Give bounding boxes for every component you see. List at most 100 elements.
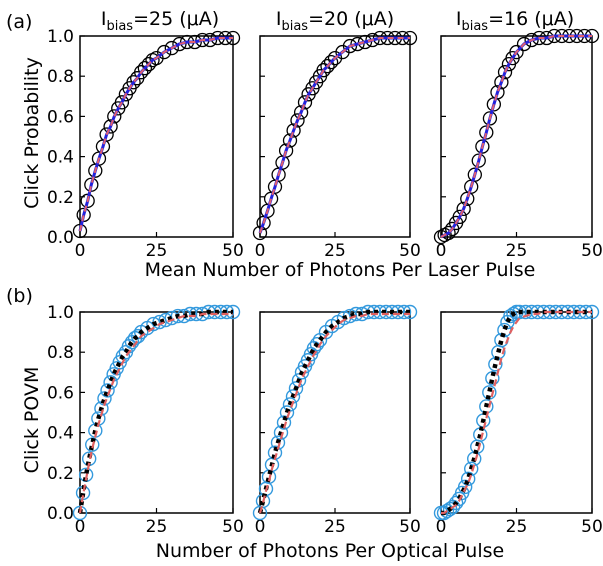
column-title-3: Ibias=16 (μA)	[456, 8, 574, 34]
x-tick-label: 0	[255, 517, 266, 537]
y-tick-label: 0.6	[47, 383, 74, 403]
data-point	[433, 229, 449, 245]
y-tick-label: 0.8	[47, 67, 74, 87]
data-point	[278, 143, 294, 158]
y-tick-label: 1.0	[47, 303, 74, 323]
data-point	[372, 304, 388, 320]
series-line	[441, 310, 592, 515]
y-tick-label: 0.2	[47, 188, 74, 208]
x-tick-label: 25	[324, 517, 346, 537]
y-tick-label: 0.8	[47, 343, 74, 363]
x-tick-label: 50	[399, 241, 421, 261]
subplot-a2: 0 25 50	[252, 30, 421, 261]
y-tick-label: 0.4	[47, 148, 74, 168]
panel-label-b: (b)	[6, 285, 33, 307]
axes-frame	[79, 35, 234, 238]
data-point	[219, 304, 235, 320]
series-line	[78, 312, 233, 514]
data-point	[471, 153, 486, 168]
x-tick-label: 25	[146, 241, 168, 261]
x-axis-title-b: Number of Photons Per Optical Pulse	[156, 540, 504, 562]
data-point	[172, 36, 187, 52]
data-point	[290, 113, 305, 128]
data-point	[286, 123, 301, 138]
y-axis-title-b: Click POVM	[21, 367, 43, 474]
data-point	[156, 44, 172, 60]
subplot-b1: 0 25 50 0.0 0.2 0.4 0.6 0.8 1.0	[47, 303, 244, 537]
data-point	[320, 59, 335, 74]
data-point	[365, 32, 380, 48]
series-line	[258, 312, 410, 514]
x-tick-label: 50	[581, 241, 603, 261]
data-point	[479, 125, 494, 140]
data-point	[490, 85, 505, 100]
data-point	[137, 61, 153, 76]
data-point	[99, 127, 114, 142]
data-point	[497, 65, 513, 80]
data-point	[126, 75, 141, 90]
data-point	[509, 44, 524, 60]
y-tick-label: 0.4	[47, 424, 74, 444]
data-point	[297, 95, 313, 110]
data-point	[482, 111, 498, 126]
y-tick-label: 0.2	[47, 464, 74, 484]
panel-label-a: (a)	[6, 11, 32, 33]
data-point	[103, 375, 118, 390]
y-tick-label: 0.0	[47, 228, 74, 248]
subplot-b3: 0 25 50	[433, 304, 603, 537]
subplot-a1: 0 25 50 0.0 0.2 0.4 0.6 0.8 1.0	[47, 27, 244, 261]
x-tick-label: 50	[581, 517, 603, 537]
data-point	[396, 304, 412, 320]
data-point	[467, 167, 482, 182]
axes-frame	[259, 311, 411, 514]
x-tick-label: 0	[255, 241, 266, 261]
x-tick-label: 50	[222, 241, 244, 261]
data-point	[323, 54, 339, 70]
subplot-b2: 0 25 50	[252, 304, 421, 537]
data-point	[524, 32, 539, 48]
data-point	[494, 75, 509, 90]
series-line	[257, 309, 410, 514]
x-tick-label: 50	[222, 517, 244, 537]
data-point	[100, 383, 115, 398]
y-axis-title-a: Click Probability	[21, 57, 43, 209]
data-point	[460, 471, 476, 487]
series-line	[78, 36, 233, 232]
x-tick-label: 25	[506, 517, 528, 537]
data-point	[342, 38, 358, 54]
series-line	[259, 37, 410, 234]
subplot-a3: 0 25 50	[433, 28, 603, 261]
x-tick-label: 0	[436, 517, 447, 537]
axes-frame	[259, 35, 411, 238]
x-tick-label: 50	[399, 517, 421, 537]
data-point	[452, 209, 467, 225]
data-point	[164, 40, 179, 56]
column-title-1: Ibias=25 (μA)	[101, 8, 219, 34]
data-point	[282, 397, 298, 412]
data-point	[130, 328, 146, 344]
data-point	[107, 109, 122, 124]
data-point	[103, 119, 118, 134]
data-point	[475, 139, 490, 154]
x-axis-title-a: Mean Number of Photons Per Laser Pulse	[145, 259, 536, 281]
data-point	[457, 479, 473, 495]
x-tick-label: 25	[506, 241, 528, 261]
series-line	[79, 37, 233, 232]
x-tick-label: 0	[436, 241, 447, 261]
data-point	[213, 304, 228, 320]
data-point	[316, 63, 331, 78]
data-point	[441, 225, 456, 241]
y-tick-label: 1.0	[47, 27, 74, 47]
x-tick-label: 0	[75, 517, 86, 537]
data-point	[293, 105, 309, 120]
y-tick-label: 0.6	[47, 107, 74, 127]
data-point	[516, 36, 532, 52]
column-title-2: Ibias=20 (μA)	[276, 8, 394, 34]
data-point	[309, 336, 325, 352]
data-point	[114, 95, 130, 110]
data-point	[350, 36, 365, 52]
series-line	[440, 34, 592, 239]
data-point	[357, 34, 373, 50]
data-point	[252, 225, 268, 241]
